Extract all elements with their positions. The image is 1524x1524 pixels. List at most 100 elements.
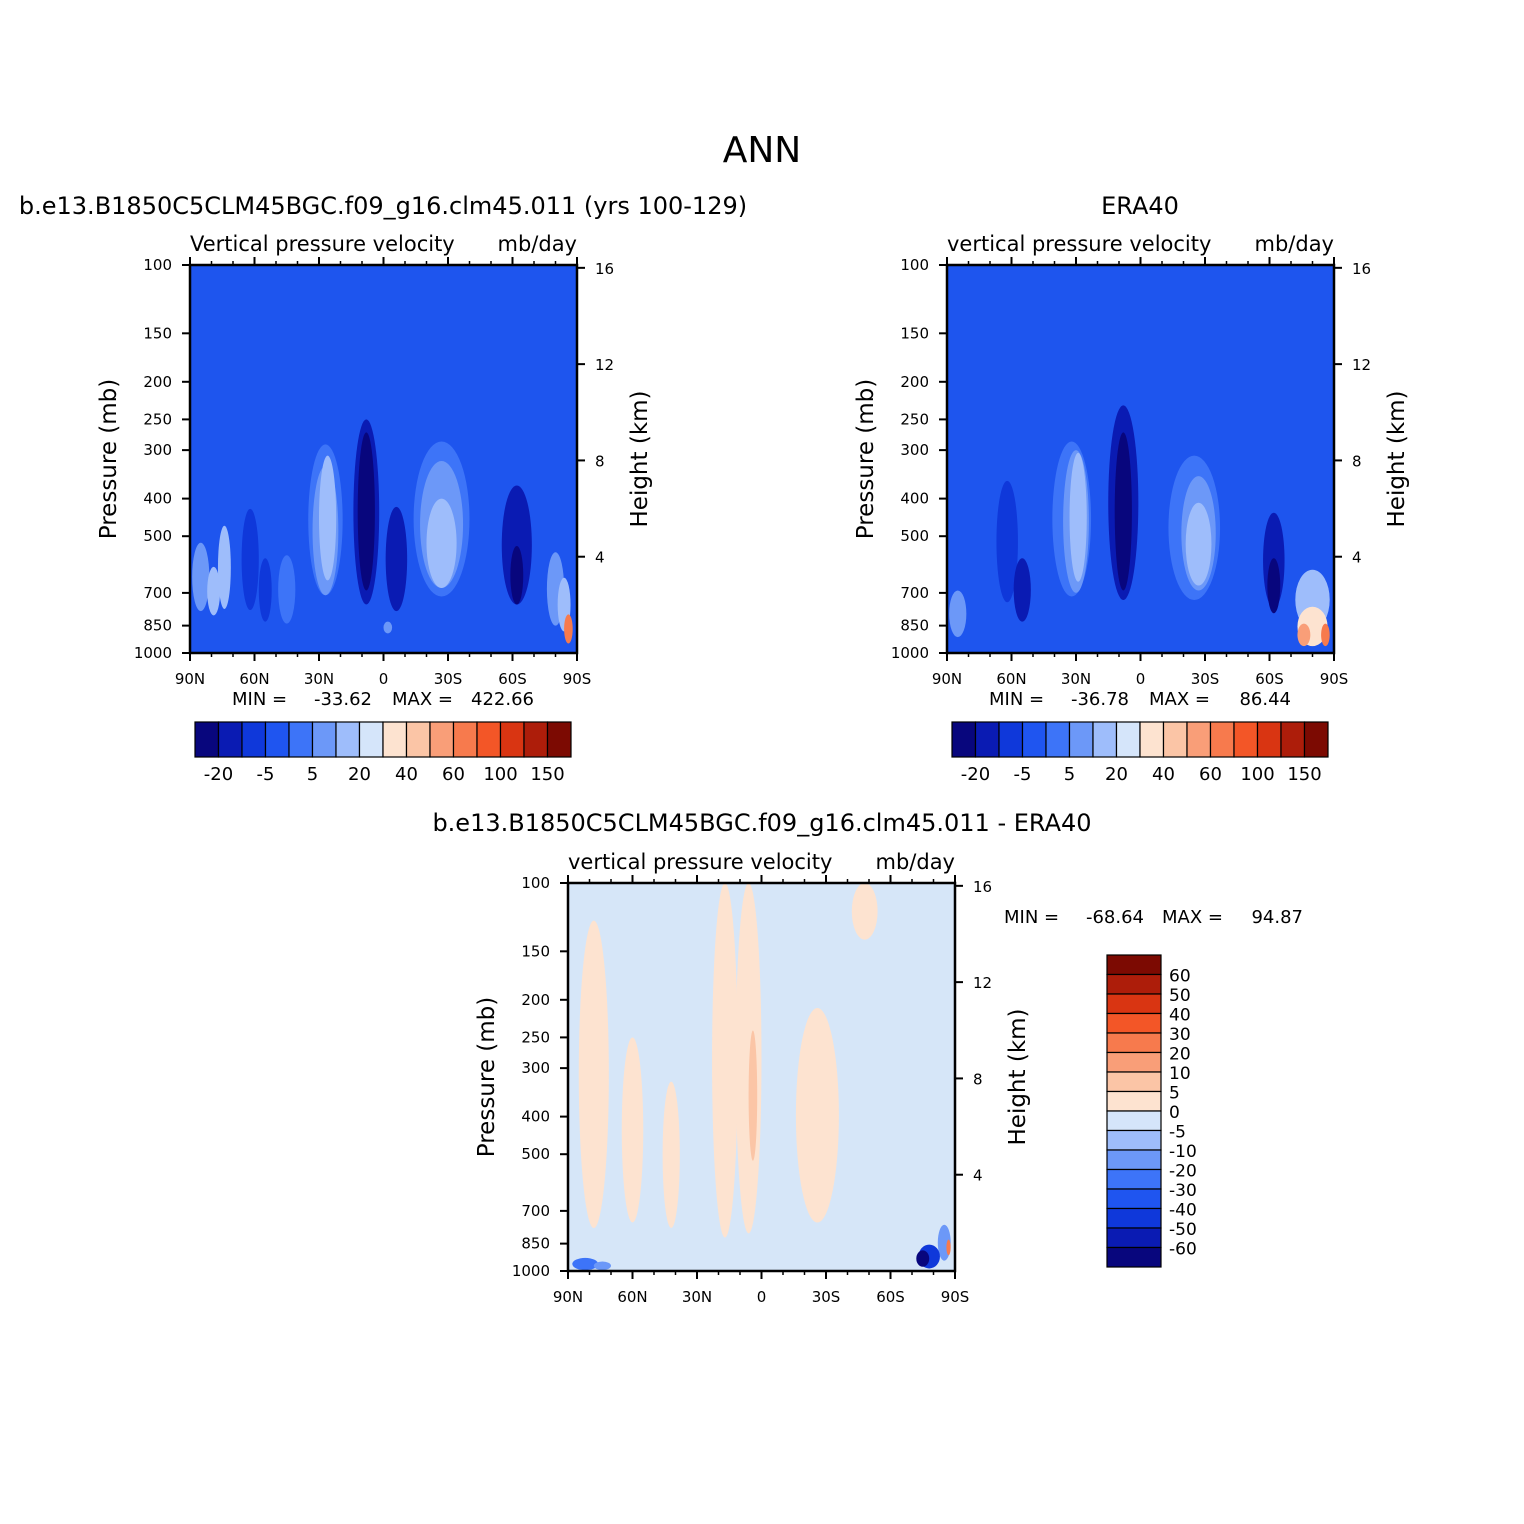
colorbar-swatch [1021, 721, 1047, 758]
contour-feature [357, 432, 375, 591]
contour-feature [851, 883, 878, 940]
x-tick-label: 30N [304, 670, 334, 688]
colorbar-swatch [1106, 1051, 1162, 1073]
plot-area-obs [947, 265, 1334, 653]
panel-subtitle-units: mb/day [1255, 232, 1335, 256]
x-tick-label: 30S [434, 670, 463, 688]
x-tick-label: 60N [239, 670, 269, 688]
colorbar-model: -20 -5 5 20 40 60 100 150 [194, 721, 572, 785]
colorbar-label: 10 [1169, 1064, 1191, 1084]
colorbar-swatch [1139, 721, 1165, 758]
y-tick-label: 700 [521, 1202, 550, 1220]
contour-feature [949, 590, 967, 638]
colorbar-swatch [1092, 721, 1118, 758]
panel-title: b.e13.B1850C5CLM45BGC.f09_g16.clm45.011 … [432, 809, 1091, 837]
max-label: MAX = [1162, 907, 1223, 928]
y2-tick-label: 4 [1352, 549, 1362, 567]
colorbar-swatch [264, 721, 290, 758]
x-tick-label: 30S [1191, 670, 1220, 688]
min-value: -36.78 [1071, 689, 1129, 710]
y2-axis-label: Height (km) [1005, 1008, 1031, 1145]
contour-feature [1185, 502, 1212, 586]
y-tick-label: 1000 [134, 644, 172, 662]
x-tick-label: 90S [941, 1288, 970, 1306]
y2-tick-label: 16 [595, 260, 614, 278]
colorbar-swatch [1106, 1110, 1162, 1132]
x-tick-label: 60N [996, 670, 1026, 688]
colorbar-label: 40 [1152, 764, 1175, 785]
y-tick-label: 150 [900, 324, 929, 342]
y-axis-label: Pressure (mb) [96, 379, 122, 539]
colorbar-swatch [1106, 1012, 1162, 1034]
chart-panel-obs: ERA40 vertical pressure velocity mb/day 90N… [853, 192, 1410, 785]
max-label: MAX = [392, 689, 453, 710]
colorbar-label: -50 [1169, 1220, 1197, 1240]
y-tick-label: 100 [143, 256, 172, 274]
colorbar-label: -40 [1169, 1201, 1197, 1221]
x-tick-label: 30S [812, 1288, 841, 1306]
contour-feature [712, 883, 738, 1238]
colorbar-label: 30 [1169, 1025, 1191, 1045]
y-tick-label: 500 [521, 1145, 550, 1163]
colorbar-swatch [523, 721, 549, 758]
colorbar-label: 20 [1169, 1045, 1191, 1065]
contour-feature [662, 1081, 680, 1229]
colorbar-swatch [358, 721, 384, 758]
max-value: 86.44 [1239, 689, 1291, 710]
colorbar-swatch [1106, 1071, 1162, 1093]
y2-tick-label: 4 [973, 1167, 983, 1185]
colorbar-swatch [1045, 721, 1071, 758]
colorbar-label: -20 [204, 764, 233, 785]
colorbar-label: -60 [1169, 1240, 1197, 1260]
panel-subtitle-variable: Vertical pressure velocity [190, 232, 455, 256]
y2-tick-label: 8 [595, 452, 605, 470]
panel-title: b.e13.B1850C5CLM45BGC.f09_g16.clm45.011 … [19, 192, 747, 220]
min-label: MIN = [232, 689, 287, 710]
colorbar-swatch [1162, 721, 1188, 758]
colorbar-label: 150 [530, 764, 564, 785]
x-tick-label: 60N [617, 1288, 647, 1306]
x-tick-label: 0 [757, 1288, 767, 1306]
colorbar-label: -10 [1169, 1142, 1197, 1162]
contour-feature [1297, 623, 1311, 647]
min-label: MIN = [1004, 907, 1059, 928]
colorbar-swatch [1106, 954, 1162, 976]
colorbar-swatch [1115, 721, 1141, 758]
x-tick-label: 90N [553, 1288, 583, 1306]
contour-feature [593, 1261, 612, 1271]
colorbar-swatch [951, 721, 977, 758]
y-tick-label: 500 [900, 527, 929, 545]
colorbar-swatch [1106, 1149, 1162, 1171]
colorbar-label: 20 [348, 764, 371, 785]
y-tick-label: 850 [900, 617, 929, 635]
colorbar-swatch [1106, 1188, 1162, 1210]
colorbar-label: 150 [1287, 764, 1321, 785]
y-tick-label: 400 [900, 490, 929, 508]
colorbar-label: 5 [307, 764, 318, 785]
panel-subtitle-units: mb/day [498, 232, 578, 256]
x-tick-label: 0 [1136, 670, 1146, 688]
x-tick-label: 90S [1320, 670, 1349, 688]
contour-feature [383, 621, 393, 634]
y-tick-label: 850 [521, 1235, 550, 1253]
colorbar-label: 60 [1199, 764, 1222, 785]
colorbar-obs: -20 -5 5 20 40 60 100 150 [951, 721, 1329, 785]
colorbar-label: -5 [1014, 764, 1032, 785]
chart-panel-model: b.e13.B1850C5CLM45BGC.f09_g16.clm45.011 … [19, 192, 747, 785]
colorbar-swatch [1233, 721, 1259, 758]
contour-feature [192, 542, 210, 612]
contour-feature [385, 506, 408, 612]
y-tick-label: 300 [900, 441, 929, 459]
y2-axis-label: Height (km) [1384, 390, 1410, 527]
y2-tick-label: 12 [595, 356, 614, 374]
contour-feature [217, 525, 231, 609]
y2-tick-label: 16 [1352, 260, 1371, 278]
x-tick-label: 60S [498, 670, 527, 688]
y-tick-label: 150 [521, 942, 550, 960]
colorbar-swatch [288, 721, 314, 758]
y-tick-label: 200 [143, 373, 172, 391]
max-label: MAX = [1149, 689, 1210, 710]
contour-feature [207, 566, 221, 616]
contour-feature [946, 1239, 951, 1256]
